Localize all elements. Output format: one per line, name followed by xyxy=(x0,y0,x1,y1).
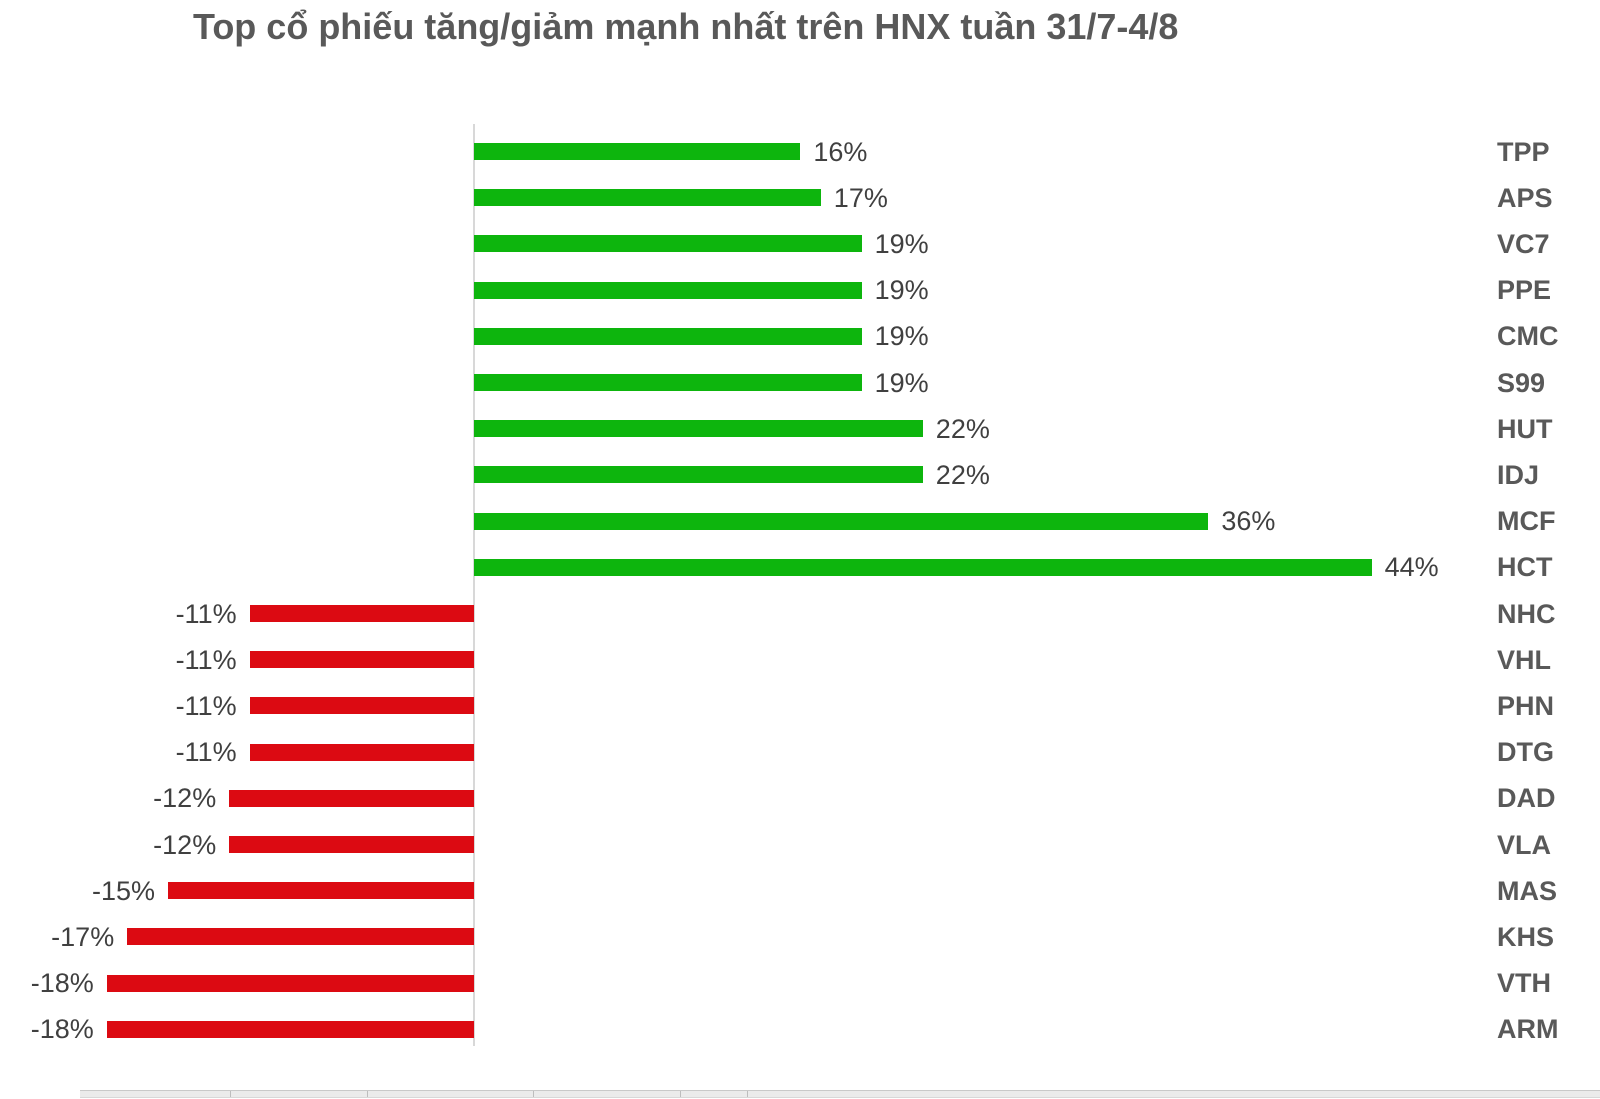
value-label-TPP: 16% xyxy=(813,136,868,167)
value-label-CMC: 19% xyxy=(874,321,929,352)
value-label-DTG: -11% xyxy=(175,737,237,768)
value-label-HUT: 22% xyxy=(935,413,990,444)
value-label-VC7: 19% xyxy=(874,228,929,259)
value-label-PHN: -11% xyxy=(175,690,237,721)
category-label-MCF: MCF xyxy=(1497,506,1556,537)
category-label-DAD: DAD xyxy=(1497,783,1556,814)
bar-MCF xyxy=(474,512,1209,530)
table-edge-divider xyxy=(367,1091,368,1097)
value-label-APS: 17% xyxy=(833,182,888,213)
zero-axis-line xyxy=(473,124,475,1046)
value-label-VTH: -18% xyxy=(30,968,94,999)
category-label-PHN: PHN xyxy=(1497,690,1555,721)
value-label-NHC: -11% xyxy=(175,598,237,629)
category-label-HCT: HCT xyxy=(1497,552,1553,583)
value-label-IDJ: 22% xyxy=(935,459,990,490)
table-edge-divider xyxy=(747,1091,748,1097)
bar-S99 xyxy=(474,374,862,391)
category-label-KHS: KHS xyxy=(1497,921,1555,952)
value-label-KHS: -17% xyxy=(51,921,115,952)
bar-CMC xyxy=(474,327,862,345)
category-label-ARM: ARM xyxy=(1497,1014,1559,1045)
bar-NHC xyxy=(249,605,474,622)
category-label-VC7: VC7 xyxy=(1497,228,1550,259)
category-label-VLA: VLA xyxy=(1497,829,1551,860)
value-label-ARM: -18% xyxy=(30,1014,94,1045)
bar-APS xyxy=(474,189,821,207)
category-label-HUT: HUT xyxy=(1497,413,1553,444)
bar-MAS xyxy=(168,882,474,900)
category-label-VTH: VTH xyxy=(1497,968,1551,999)
category-label-DTG: DTG xyxy=(1497,737,1554,768)
category-label-VHL: VHL xyxy=(1497,644,1551,675)
category-label-NHC: NHC xyxy=(1497,598,1556,629)
value-label-MCF: 36% xyxy=(1221,506,1276,537)
bar-ARM xyxy=(106,1020,474,1038)
bar-DAD xyxy=(229,789,474,807)
category-label-CMC: CMC xyxy=(1497,321,1559,352)
bar-DTG xyxy=(249,743,474,761)
table-edge-divider xyxy=(533,1091,534,1097)
category-label-MAS: MAS xyxy=(1497,875,1557,906)
cropped-table-edge xyxy=(80,1090,1600,1098)
value-label-HCT: 44% xyxy=(1384,552,1439,583)
bar-VC7 xyxy=(474,235,862,253)
table-edge-divider xyxy=(230,1091,231,1097)
category-label-IDJ: IDJ xyxy=(1497,459,1540,490)
chart-title: Top cổ phiếu tăng/giảm mạnh nhất trên HN… xyxy=(193,6,1179,47)
bar-HUT xyxy=(474,420,923,438)
category-label-S99: S99 xyxy=(1497,367,1546,398)
bar-KHS xyxy=(127,928,474,946)
bar-PHN xyxy=(249,697,474,715)
table-edge-divider xyxy=(680,1091,681,1097)
bar-VTH xyxy=(106,974,474,992)
value-label-VLA: -12% xyxy=(153,829,217,860)
category-label-APS: APS xyxy=(1497,182,1553,213)
bar-VLA xyxy=(229,836,474,853)
value-label-DAD: -12% xyxy=(153,783,217,814)
bar-HCT xyxy=(474,558,1372,576)
bar-VHL xyxy=(249,651,474,669)
bar-TPP xyxy=(474,143,801,160)
bar-PPE xyxy=(474,281,862,299)
value-label-VHL: -11% xyxy=(175,644,237,675)
value-label-S99: 19% xyxy=(874,367,929,398)
category-label-TPP: TPP xyxy=(1497,136,1550,167)
value-label-MAS: -15% xyxy=(91,875,155,906)
category-label-PPE: PPE xyxy=(1497,275,1552,306)
bar-IDJ xyxy=(474,466,923,484)
value-label-PPE: 19% xyxy=(874,275,929,306)
